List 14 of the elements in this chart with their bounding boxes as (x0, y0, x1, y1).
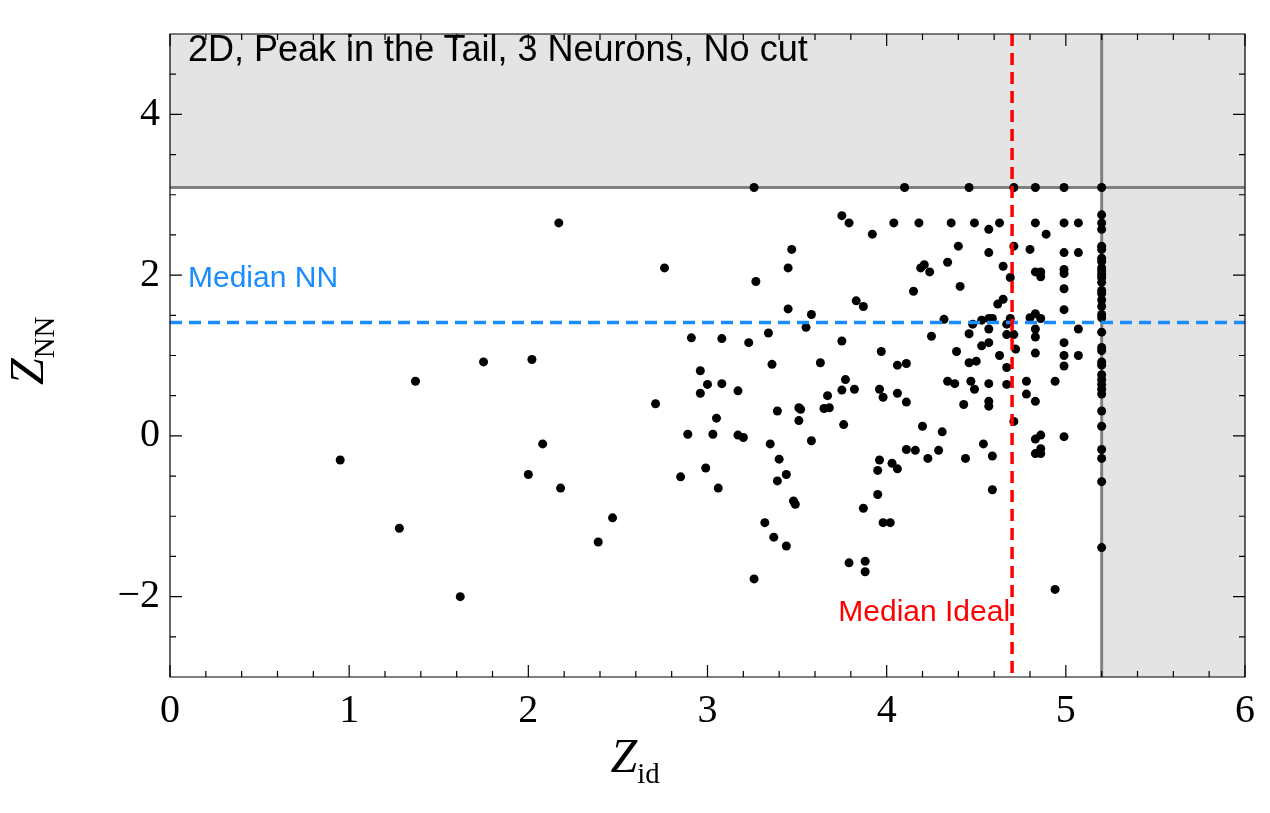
y-tick-label: −2 (117, 571, 160, 617)
x-tick-label: 2 (518, 685, 539, 731)
x-tick-label: 6 (1235, 685, 1255, 731)
x-tick-label: 3 (697, 685, 718, 731)
ref-line-label: Median Ideal (838, 594, 1011, 627)
y-tick-label: 2 (140, 249, 160, 295)
x-axis-title: Z$_{id}$ (610, 729, 660, 789)
x-tick-label: 5 (1055, 685, 1076, 731)
y-tick-label: 4 (140, 88, 160, 134)
y-tick-label: 0 (140, 410, 160, 456)
x-tick-label: 4 (876, 685, 897, 731)
x-tick-label: 1 (339, 685, 360, 731)
ref-line-label: Median NN (188, 259, 339, 293)
chart-title: 2D, Peak in the Tail, 3 Neurons, No cut (188, 28, 808, 70)
